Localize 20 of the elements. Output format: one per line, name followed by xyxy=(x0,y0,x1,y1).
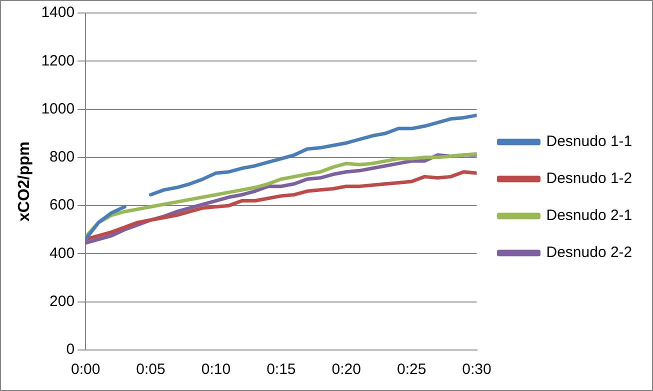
x-tick-label: 0:05 xyxy=(136,361,166,378)
y-axis-title: xCO2/ppm xyxy=(16,141,34,222)
y-tick-label: 600 xyxy=(50,196,75,214)
y-tick-label: 400 xyxy=(50,244,75,262)
x-tick-label: 0:30 xyxy=(462,361,492,378)
y-tick-label: 800 xyxy=(50,148,75,166)
y-tick-label: 1200 xyxy=(41,52,75,70)
legend-label: Desnudo 1-1 xyxy=(546,133,632,150)
legend-label: Desnudo 2-1 xyxy=(546,207,632,224)
y-tick-label: 200 xyxy=(50,293,75,310)
y-tick-label: 1000 xyxy=(41,100,75,118)
x-tick-label: 0:10 xyxy=(201,361,231,378)
x-tick-label: 0:15 xyxy=(266,361,296,378)
x-tick-label: 0:20 xyxy=(332,361,361,378)
legend-label: Desnudo 1-2 xyxy=(546,170,632,188)
x-tick-label: 0:00 xyxy=(70,361,100,378)
x-tick-label: 0:25 xyxy=(396,361,426,378)
legend-label: Desnudo 2-2 xyxy=(546,244,632,262)
y-tick-label: 1400 xyxy=(41,4,75,22)
y-tick-label: 0 xyxy=(66,341,75,358)
